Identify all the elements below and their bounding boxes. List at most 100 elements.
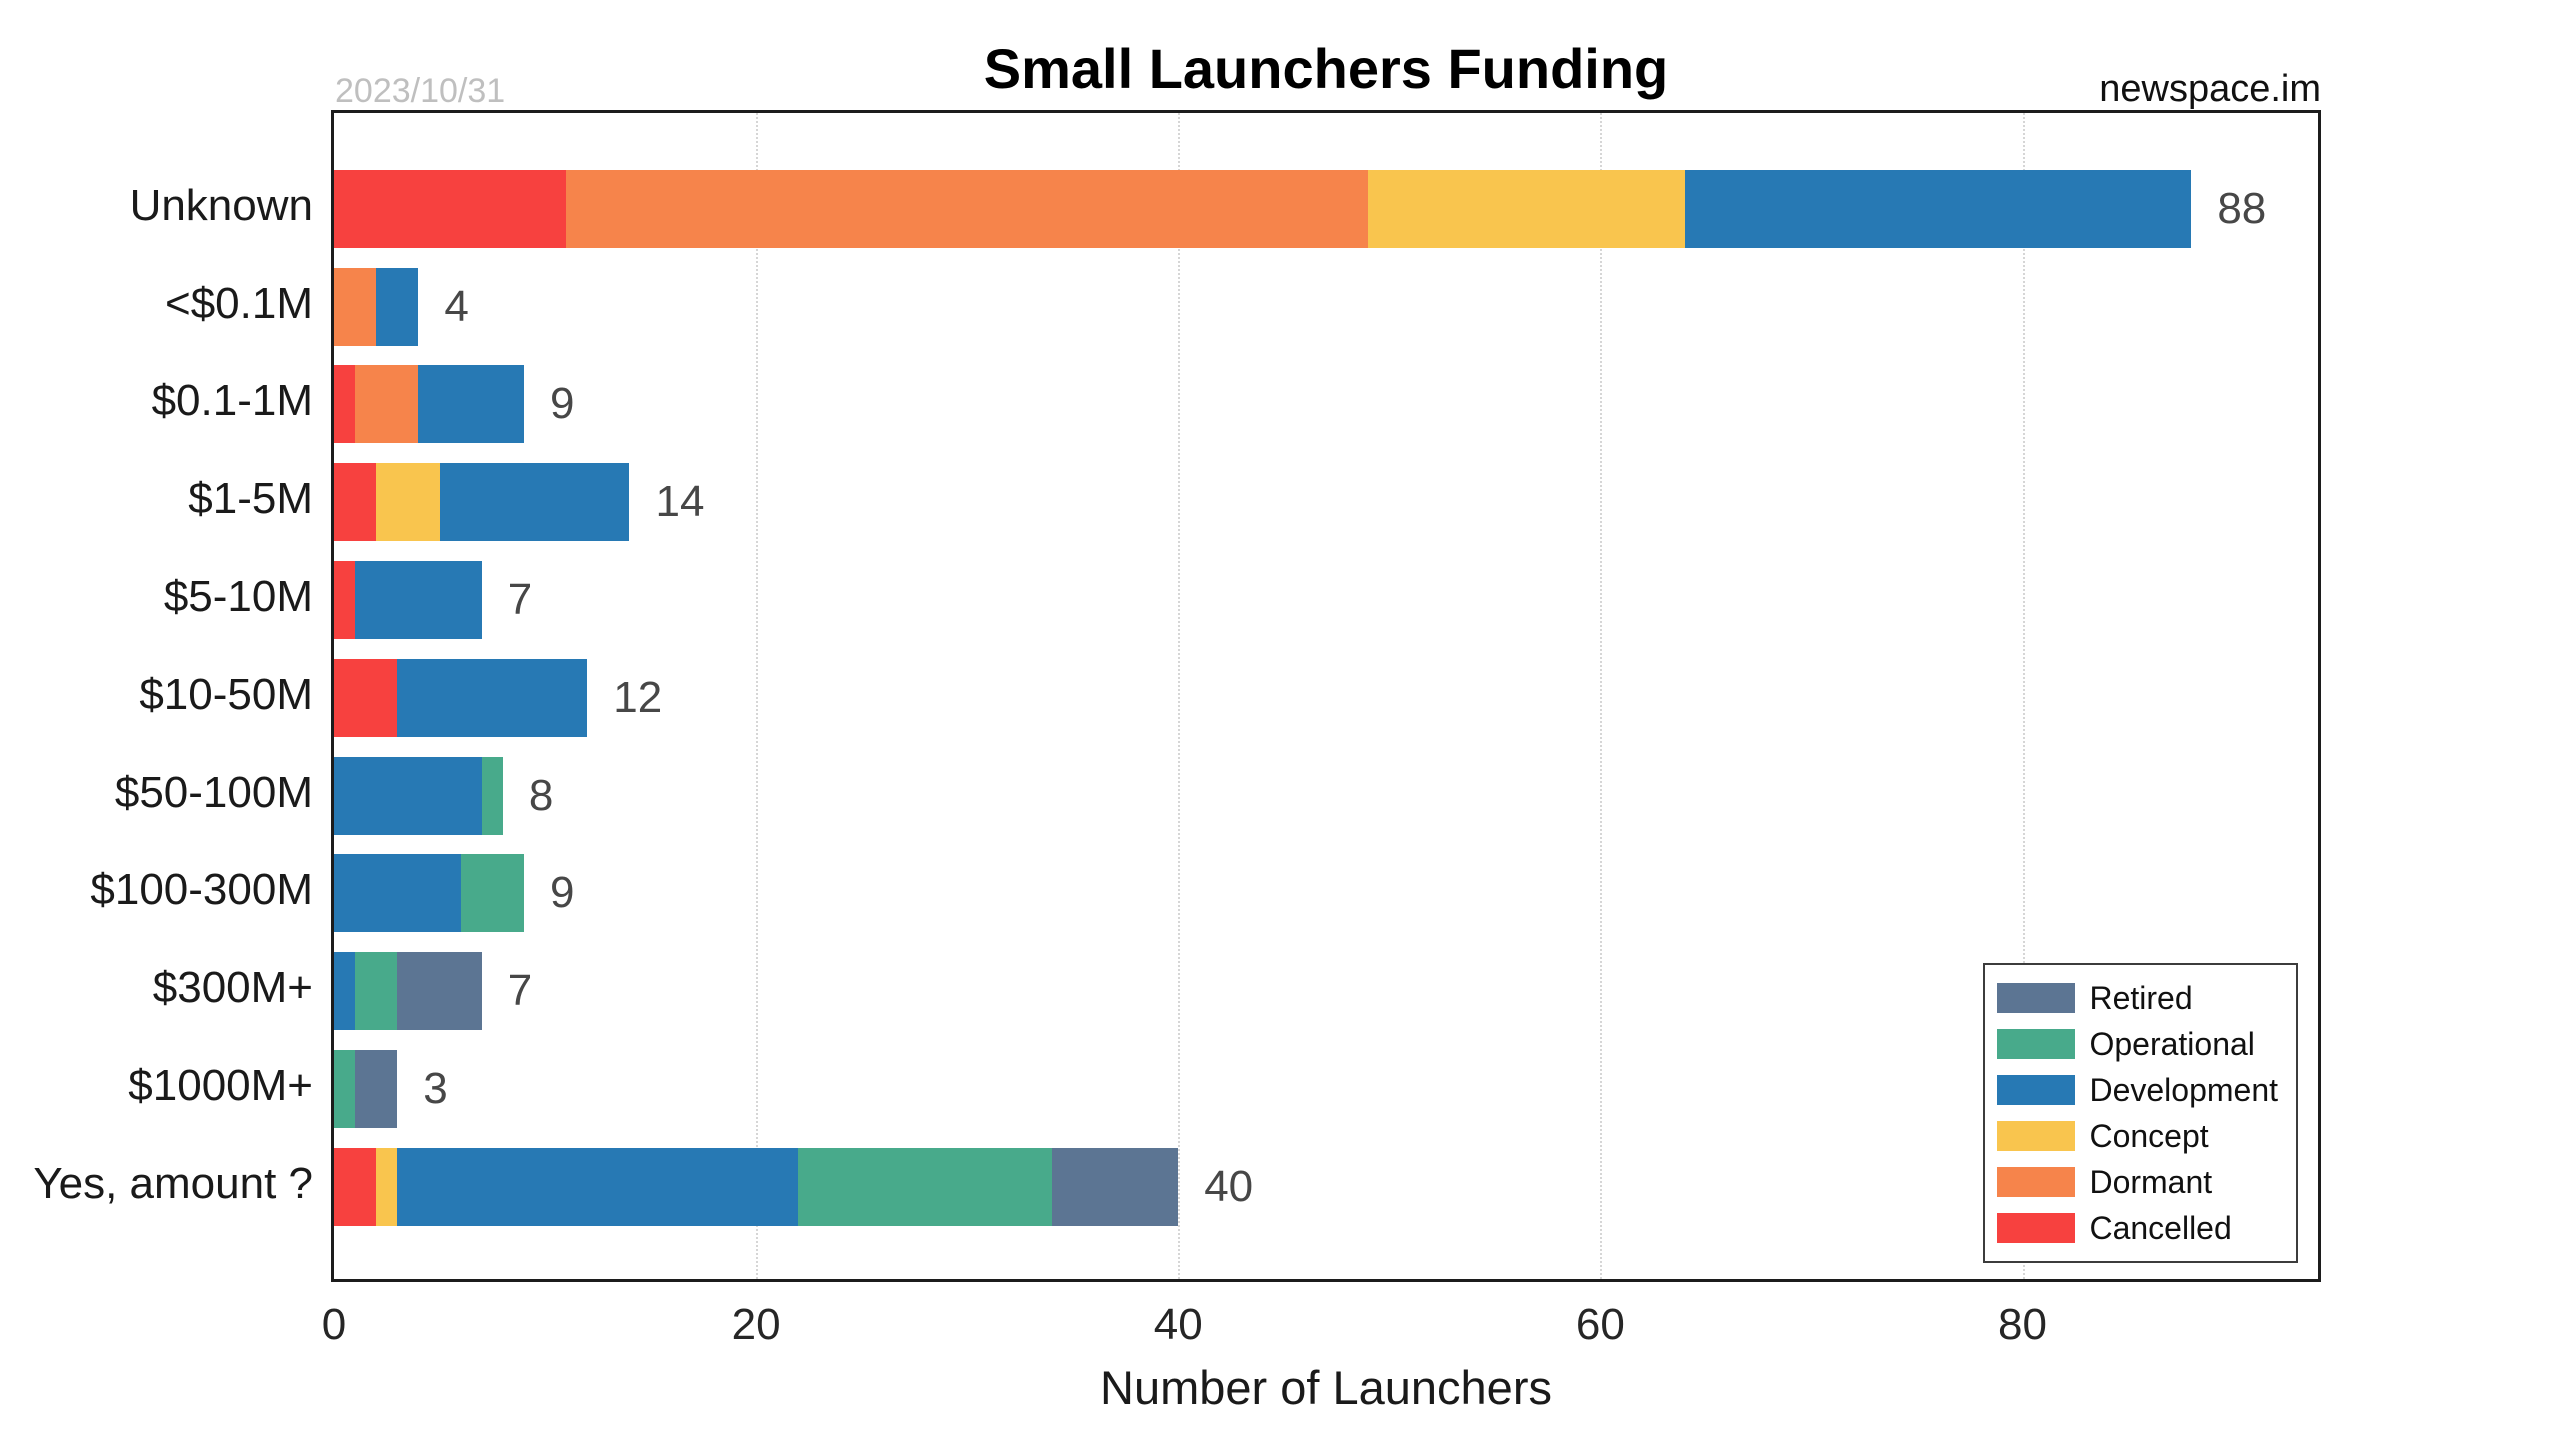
bar-value-label: 14 <box>655 477 705 527</box>
legend-item-retired: Retired <box>1997 975 2278 1021</box>
gridline <box>1178 113 1181 1279</box>
plot-area: 88 4 9 14 7 12 8 9 7 3 40 Retired Operational Develo… <box>331 110 2321 1282</box>
bar-row: 8 <box>334 747 2318 845</box>
bar-segment-cancelled <box>334 561 356 640</box>
category-label: $10-50M <box>139 669 313 719</box>
bar-segment-retired <box>397 952 482 1031</box>
legend-swatch-dormant <box>1997 1167 2076 1197</box>
bar-value-label: 9 <box>549 379 575 429</box>
chart-title: Small Launchers Funding <box>983 37 1669 100</box>
bar-segment-development <box>439 463 630 542</box>
bar-segment-development <box>334 952 356 1031</box>
legend-item-development: Development <box>1997 1067 2278 1113</box>
legend-item-concept: Concept <box>1997 1113 2278 1159</box>
bar-segment-operational <box>798 1147 1052 1226</box>
bar-segment-concept <box>1368 169 1685 248</box>
bar-row: 40 <box>334 1138 2318 1236</box>
bar-value-label: 8 <box>528 770 554 820</box>
bar-value-label: 3 <box>423 1064 448 1114</box>
legend-swatch-concept <box>1997 1121 2076 1151</box>
date-annotation: 2023/10/31 <box>335 72 506 110</box>
category-label: Unknown <box>129 180 313 230</box>
bar-segment-operational <box>355 952 398 1031</box>
legend-swatch-retired <box>1997 983 2076 1013</box>
bar-segment-cancelled <box>334 658 398 737</box>
legend: Retired Operational Development Concept Dorm… <box>1983 963 2298 1263</box>
bar-segment-development <box>397 1147 799 1226</box>
category-label: Yes, amount ? <box>33 1158 313 1208</box>
legend-label: Development <box>2089 1071 2278 1108</box>
bar-segment-operational <box>460 854 524 933</box>
legend-label: Retired <box>2089 979 2193 1016</box>
legend-label: Dormant <box>2089 1163 2213 1200</box>
bar-value-label: 4 <box>444 281 469 331</box>
bar-segment-dormant <box>355 365 419 444</box>
bar-row: 7 <box>334 551 2318 649</box>
bar-row: 88 <box>334 160 2318 258</box>
bar-segment-dormant <box>334 267 377 346</box>
category-label: $300M+ <box>152 963 313 1013</box>
gridline <box>1600 113 1603 1279</box>
bar-value-label: 88 <box>2217 183 2267 233</box>
bar-value-label: 7 <box>507 575 533 625</box>
bar-segment-cancelled <box>334 169 567 248</box>
bar-segment-cancelled <box>334 365 356 444</box>
legend-label: Operational <box>2089 1025 2255 1062</box>
x-tick-label: 60 <box>1575 1300 1625 1349</box>
category-label: $100-300M <box>90 865 313 915</box>
bar-row: 9 <box>334 845 2318 943</box>
bar-row: 4 <box>334 258 2318 356</box>
bar-segment-retired <box>1051 1147 1179 1226</box>
gridline <box>756 113 759 1279</box>
bar-segment-development <box>334 756 482 835</box>
bar-segment-development <box>334 854 461 933</box>
category-label: $1000M+ <box>128 1061 313 1111</box>
x-tick-label: 40 <box>1153 1300 1203 1349</box>
x-tick-label: 20 <box>731 1300 781 1349</box>
bar-segment-development <box>355 561 482 640</box>
bar-segment-concept <box>376 463 440 542</box>
legend-item-cancelled: Cancelled <box>1997 1205 2278 1251</box>
bar-segment-cancelled <box>334 1147 377 1226</box>
bar-segment-cancelled <box>334 463 377 542</box>
bar-row: 14 <box>334 453 2318 551</box>
category-label: $5-10M <box>163 572 313 622</box>
bar-segment-concept <box>376 1147 398 1226</box>
y-axis-labels: Unknown <$0.1M $0.1-1M $1-5M $5-10M $10-50M $5… <box>0 110 313 1282</box>
legend-item-dormant: Dormant <box>1997 1159 2278 1205</box>
bar-value-label: 12 <box>613 672 663 722</box>
legend-label: Cancelled <box>2089 1209 2232 1246</box>
bar-segment-operational <box>334 1050 356 1129</box>
x-axis-title: Number of Launchers <box>1100 1361 1552 1414</box>
bar-rows: 88 4 9 14 7 12 8 9 7 3 40 <box>334 113 2318 1279</box>
x-tick-label: 80 <box>1998 1300 2047 1349</box>
legend-swatch-cancelled <box>1997 1213 2076 1243</box>
gridlines <box>334 113 2318 1279</box>
gridline <box>2022 113 2025 1279</box>
category-label: $1-5M <box>188 474 313 524</box>
bar-row: 3 <box>334 1040 2318 1138</box>
category-label: $50-100M <box>114 767 313 817</box>
bar-value-label: 7 <box>507 966 533 1016</box>
legend-swatch-development <box>1997 1075 2076 1105</box>
x-tick-label: 0 <box>321 1300 347 1349</box>
bar-value-label: 9 <box>549 868 575 918</box>
bar-segment-development <box>1684 169 2192 248</box>
bar-row: 9 <box>334 356 2318 454</box>
category-label: <$0.1M <box>165 278 313 328</box>
legend-item-operational: Operational <box>1997 1021 2278 1067</box>
category-label: $0.1-1M <box>151 376 313 426</box>
bar-segment-development <box>376 267 419 346</box>
legend-label: Concept <box>2089 1117 2209 1154</box>
bar-segment-development <box>418 365 524 444</box>
bar-segment-dormant <box>566 169 1369 248</box>
bar-segment-operational <box>481 756 503 835</box>
bar-row: 7 <box>334 942 2318 1040</box>
bar-segment-development <box>397 658 588 737</box>
bar-value-label: 40 <box>1204 1161 1254 1211</box>
source-annotation: newspace.im <box>2099 68 2321 110</box>
legend-swatch-operational <box>1997 1029 2076 1059</box>
bar-segment-retired <box>355 1050 398 1129</box>
bar-row: 12 <box>334 649 2318 747</box>
